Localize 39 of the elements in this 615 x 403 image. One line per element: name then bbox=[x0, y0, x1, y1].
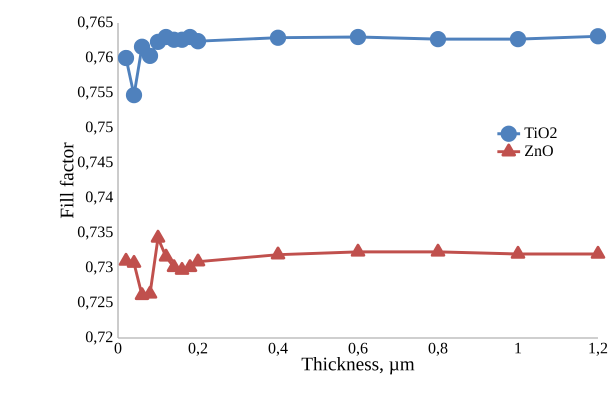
point bbox=[158, 248, 174, 262]
point bbox=[430, 244, 446, 257]
point bbox=[150, 230, 166, 243]
point bbox=[190, 33, 206, 50]
y-tick-label: 0,735 bbox=[78, 226, 113, 240]
point bbox=[126, 254, 142, 268]
y-tick-label: 0,75 bbox=[86, 121, 113, 135]
point bbox=[270, 30, 286, 46]
point bbox=[350, 28, 366, 46]
point bbox=[590, 28, 606, 44]
legend-label: ZnO bbox=[525, 145, 553, 156]
point bbox=[350, 244, 366, 257]
y-tick-label: 0,76 bbox=[86, 51, 113, 65]
point bbox=[510, 30, 526, 48]
point bbox=[190, 254, 206, 266]
point bbox=[590, 246, 606, 259]
x-tick-label: 1,2 bbox=[589, 342, 608, 356]
x-tick-label: 0 bbox=[114, 342, 122, 354]
y-tick-label: 0,755 bbox=[78, 86, 113, 100]
point bbox=[270, 246, 286, 260]
x-tick-label: 0,6 bbox=[348, 342, 368, 356]
x-tick-label: 1 bbox=[515, 342, 522, 354]
x-axis-title: Thickness, µm bbox=[302, 356, 414, 374]
x-tick-label: 0,8 bbox=[428, 342, 448, 356]
x-tick-label: 0,4 bbox=[268, 342, 288, 356]
x-tick-label: 0,2 bbox=[188, 342, 208, 356]
y-tick-label: 0,74 bbox=[86, 191, 114, 205]
point bbox=[142, 48, 158, 64]
y-tick-label: 0,765 bbox=[78, 16, 113, 30]
y-tick-label: 0,725 bbox=[78, 296, 113, 310]
y-tick-label: 0,73 bbox=[86, 261, 113, 275]
point bbox=[430, 30, 446, 48]
y-axis-title: Fill factor bbox=[60, 142, 74, 218]
point bbox=[126, 86, 142, 104]
y-tick-label: 0,745 bbox=[78, 156, 113, 170]
legend-label: TiO2 bbox=[524, 127, 557, 138]
y-tick-label: 0,72 bbox=[86, 331, 112, 345]
point bbox=[118, 50, 134, 66]
point bbox=[510, 246, 526, 259]
